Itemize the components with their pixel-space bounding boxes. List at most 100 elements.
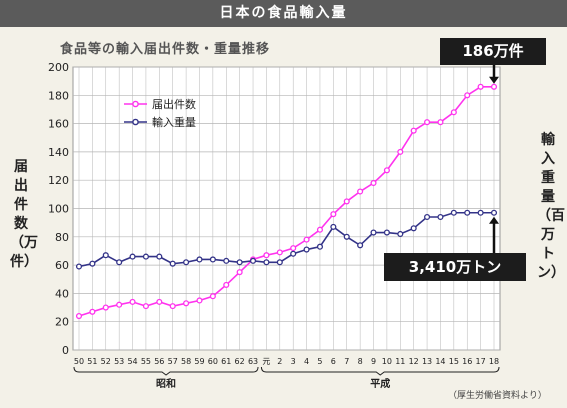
data-point: [464, 92, 471, 99]
x-tick-label: 6: [331, 357, 336, 366]
x-tick-label: 10: [382, 357, 392, 366]
arrow-head: [489, 216, 499, 224]
data-point: [316, 243, 324, 250]
source-note: （厚生労働省資料より）: [448, 391, 547, 401]
data-point: [276, 249, 283, 256]
data-point: [370, 229, 377, 236]
y-tick-label: 60: [55, 259, 69, 272]
data-point: [169, 303, 176, 310]
legend-label-weight: 輸入重量: [152, 115, 196, 129]
legend: 届出件数 輸入重量: [124, 97, 196, 129]
y-tick-label: 120: [48, 174, 69, 187]
y-axis-label-right: 輸入重量（百万トン）: [537, 132, 565, 281]
data-point: [343, 198, 350, 205]
data-point: [477, 209, 484, 216]
data-point: [249, 257, 257, 264]
data-point: [410, 127, 417, 134]
x-tick-label: 60: [208, 357, 218, 366]
x-tick-label: 57: [168, 357, 178, 366]
data-point: [236, 259, 243, 266]
x-tick-label: 3: [291, 357, 296, 366]
x-tick-label: 51: [87, 357, 97, 366]
x-tick-label: 53: [114, 357, 124, 366]
x-tick-label: 2: [277, 357, 282, 366]
data-point: [370, 179, 377, 187]
era-bracket: [260, 366, 500, 376]
chart-title: 食品等の輸入届出件数・重量推移: [60, 42, 271, 57]
x-tick-label: 17: [476, 357, 486, 366]
x-tick-label: 元: [262, 357, 270, 366]
data-point: [116, 301, 123, 308]
data-point: [424, 119, 431, 126]
grid-lines: [72, 66, 501, 351]
x-tick-label: 7: [344, 357, 349, 366]
x-tick-label: 56: [154, 357, 164, 366]
data-point: [410, 225, 417, 232]
data-point: [490, 83, 498, 90]
data-point: [75, 263, 83, 270]
data-point: [116, 259, 123, 266]
x-tick-label: 58: [181, 357, 191, 366]
data-point: [383, 229, 390, 236]
era-brackets: 昭和 平成: [73, 366, 500, 390]
data-point: [397, 230, 404, 238]
banner-title: 日本の食品輸入量: [0, 0, 567, 27]
y-tick-label: 0: [62, 344, 69, 357]
legend-marker-weight: [132, 118, 139, 126]
x-tick-label: 54: [127, 357, 137, 366]
y-tick-label: 160: [48, 118, 69, 131]
data-point: [223, 257, 230, 264]
data-point: [357, 242, 364, 249]
data-point: [290, 245, 297, 252]
y-tick-label: 180: [48, 89, 69, 102]
data-point: [102, 252, 109, 259]
x-tick-label: 8: [358, 357, 363, 366]
data-point: [290, 250, 297, 257]
x-tick-label: 50: [74, 357, 84, 366]
data-point: [89, 308, 96, 315]
data-point: [464, 209, 471, 216]
x-tick-label: 59: [194, 357, 204, 366]
y-tick-label: 80: [55, 231, 69, 244]
data-point: [330, 211, 337, 218]
x-tick-label: 5: [317, 357, 322, 366]
data-point: [89, 260, 96, 267]
y-tick-label: 200: [48, 61, 69, 74]
x-tick-label: 11: [395, 357, 405, 366]
data-point: [330, 223, 337, 230]
arrow-head: [489, 76, 499, 84]
data-point: [490, 209, 498, 216]
era-bracket: [73, 366, 259, 376]
y-tick-labels: 0 20 40 60 80 100 120 140 160 180 200: [48, 61, 69, 357]
x-tick-label: 55: [141, 357, 151, 366]
x-tick-label: 12: [409, 357, 419, 366]
data-point: [303, 236, 310, 243]
data-point: [477, 83, 484, 90]
data-point: [156, 253, 163, 260]
x-tick-label: 18: [489, 357, 499, 366]
data-point: [276, 259, 283, 266]
x-tick-label: 61: [221, 357, 231, 366]
data-point: [129, 298, 136, 305]
data-point: [102, 304, 109, 311]
data-point: [397, 148, 404, 155]
era-label: 平成: [370, 377, 390, 390]
x-tick-label: 15: [449, 357, 459, 366]
data-point: [343, 233, 350, 240]
callout-arrows: [489, 65, 499, 253]
data-point: [142, 253, 149, 260]
callout-filings-total: 186万件: [440, 38, 546, 65]
x-tick-label: 4: [304, 357, 309, 366]
data-point: [142, 303, 149, 310]
callout-weight-total: 3,410万トン: [384, 253, 526, 281]
y-tick-label: 100: [48, 203, 69, 216]
data-point: [223, 281, 230, 288]
data-point: [383, 167, 390, 174]
era-label: 昭和: [156, 377, 176, 390]
data-point: [424, 213, 431, 221]
x-tick-label: 9: [371, 357, 376, 366]
x-tick-label: 62: [235, 357, 245, 366]
data-point: [357, 188, 364, 195]
data-point: [209, 293, 216, 300]
